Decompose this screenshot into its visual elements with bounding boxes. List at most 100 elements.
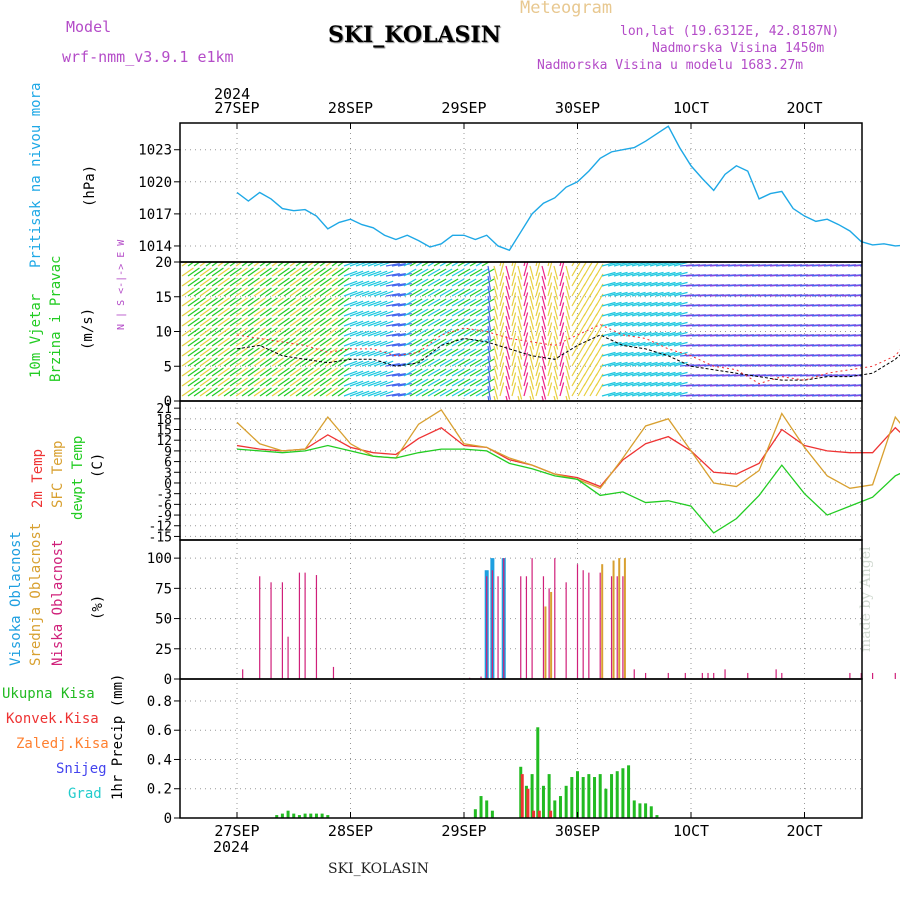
wind-barb [271,347,284,357]
low-cloud-bar [259,576,261,679]
wind-barb [619,301,634,307]
wind-barb [577,262,582,267]
wind-barb [613,371,628,377]
wind-barb [265,262,273,267]
wind-barb [373,390,388,397]
wind-barb [265,317,278,327]
wind-barb [385,372,400,377]
wind-barb [205,357,218,367]
wind-barb [277,377,290,387]
wind-barb [187,377,200,387]
wind-barb [247,347,260,357]
wind-barb [187,327,200,337]
precip-total-bar [581,777,585,818]
wind-barb [643,262,658,267]
wind-barb [511,372,517,387]
wind-barb [535,262,541,277]
wind-barb [271,262,279,267]
wind-barb [211,287,224,297]
wind-barb [199,377,212,387]
wind-barb [385,382,400,387]
wind-barb [661,361,676,367]
wind-barb [211,367,224,377]
wind-barb [505,395,508,401]
wind-barb [463,308,477,317]
wind-barb [403,338,417,347]
wind-barb [289,317,302,327]
wind-barb [283,377,296,387]
wind-barb [289,387,302,397]
wind-barb [649,391,664,397]
wind-barb [301,377,314,387]
wind-barb [325,262,333,267]
wind-barb [337,297,350,307]
low-cloud-bar [747,672,749,679]
wind-barb [421,268,435,277]
cloud-tick-label: 100 [147,551,172,567]
wind-barb [217,377,230,387]
wind-barb [505,285,511,300]
wind-barb [625,361,640,367]
wind-barb [661,311,676,317]
wind-barb [553,305,559,320]
wind-barb [661,341,676,347]
wind-barb [553,365,559,380]
low-cloud-bar [525,576,528,679]
wind-barb [271,377,284,387]
wind-barb [277,337,290,347]
wind-barb [607,391,622,397]
wind-barb [469,288,483,297]
wind-barb [229,337,242,347]
wind-barb [289,287,302,297]
wind-barb [241,297,254,307]
wind-barb [631,391,646,397]
wind-barb [331,357,344,367]
low-cloud-bar [554,558,556,679]
wind-barb [637,331,652,337]
precip-total-bar [536,727,540,818]
wind-barb [487,335,492,350]
low-cloud-bar [242,669,244,679]
wind-barb [211,327,224,337]
wind-barb [643,391,658,397]
wind-barb [469,348,483,357]
wind-barb [367,360,382,367]
wind-barb [529,305,535,320]
wind-barb [289,297,302,307]
wind-barb [295,297,308,307]
wind-barb [649,351,664,357]
wind-barb [469,338,483,347]
wind-barb [619,271,634,277]
wind-barb [307,377,320,387]
wind-barb [493,335,499,350]
wind-barb [265,387,278,397]
wind-barb [565,265,571,280]
wind-barb [499,282,505,297]
wind-barb [217,357,230,367]
wind-barb [385,302,400,307]
wind-barb [349,290,364,297]
wind-barb [547,302,553,317]
wind-barb [325,367,338,377]
wind-barb [355,340,370,347]
precip-total-bar [473,809,477,818]
altitude-text: Nadmorska Visina 1450m [652,41,825,56]
wind-barb [283,327,296,337]
temp-tick-label: 6 [164,456,172,471]
wind-barb [535,282,541,297]
mid-cloud-bar [550,591,553,679]
wind-barb [439,318,453,327]
wind-barb [667,301,682,307]
wind-barb [337,287,350,297]
temp-tick-label: 0 [164,477,172,492]
wind-barb [523,302,529,317]
wind-barb [235,387,248,397]
wind-barb [445,328,459,337]
wind-barb [235,377,248,387]
wind-barb [295,262,303,267]
wind-barb [673,291,688,297]
wind-barb [217,387,230,397]
wind-barb [181,297,194,307]
wind-barb [433,338,447,347]
wind-barb [403,328,417,337]
